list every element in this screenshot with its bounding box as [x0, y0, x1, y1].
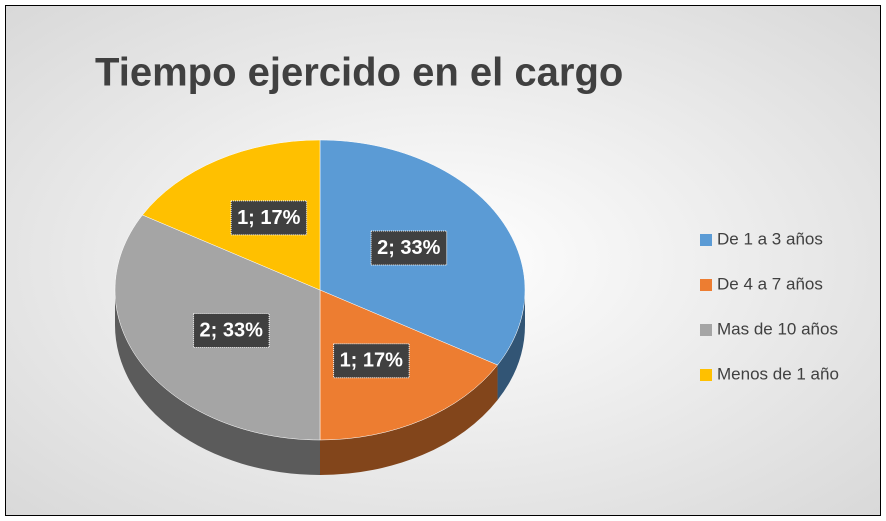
- legend-swatch: [700, 324, 712, 336]
- data-label: 1; 17%: [340, 350, 404, 372]
- data-label: 2; 33%: [200, 320, 264, 342]
- legend-swatch: [700, 234, 712, 246]
- slice-side: [115, 290, 320, 475]
- chart-title: Tiempo ejercido en el cargo: [95, 51, 623, 95]
- data-label-box: [230, 200, 308, 236]
- legend-label: Mas de 10 años: [717, 319, 838, 338]
- legend-swatch: [700, 279, 712, 291]
- legend-label: De 4 a 7 años: [717, 274, 823, 293]
- data-label: 2; 33%: [377, 237, 441, 259]
- data-label-box: [193, 313, 270, 349]
- legend-label: De 1 a 3 años: [717, 229, 823, 248]
- data-label-box: [333, 343, 410, 379]
- data-label-box: [370, 230, 448, 266]
- legend-swatch: [700, 369, 712, 381]
- legend-label: Menos de 1 año: [717, 364, 839, 383]
- slice-side: [320, 365, 498, 475]
- data-label: 1; 17%: [237, 207, 301, 229]
- slice-side: [497, 290, 525, 400]
